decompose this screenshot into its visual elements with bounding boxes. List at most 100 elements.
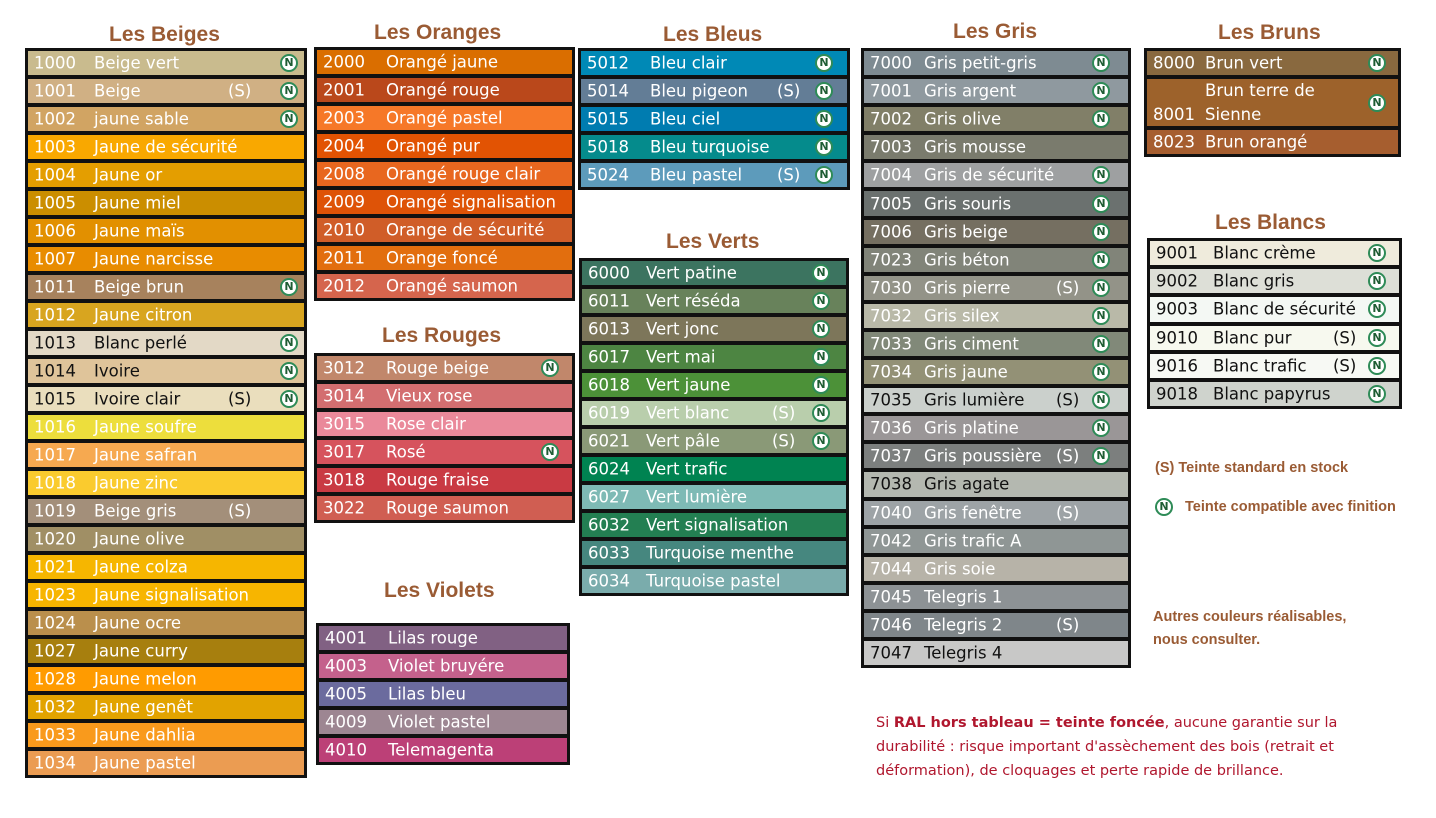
color-name: Violet bruyére <box>388 656 505 676</box>
color-name: Brun vert <box>1205 53 1283 73</box>
color-name: Lilas bleu <box>388 684 466 704</box>
color-row: 8023 Brun orangé <box>1147 130 1398 154</box>
finish-badge-icon: N <box>1092 222 1110 241</box>
color-name: Bleu clair <box>650 53 727 73</box>
color-code: 6017 <box>588 347 630 367</box>
color-code: 2001 <box>323 80 365 100</box>
color-name: Jaune maïs <box>94 221 185 241</box>
color-row: 7036 Gris platine N <box>864 416 1128 441</box>
color-name: Jaune ocre <box>94 613 182 633</box>
color-row: 5015 Bleu ciel N <box>581 107 847 131</box>
finish-badge-icon: N <box>1092 391 1110 410</box>
color-code: 4003 <box>325 656 367 676</box>
color-row: 6013 Vert jonc N <box>582 317 846 341</box>
color-name: Telemagenta <box>388 740 495 760</box>
color-row: 7045 Telegris 1 <box>864 584 1128 609</box>
color-name: Gris ciment <box>924 334 1019 354</box>
color-code: 1034 <box>34 753 76 773</box>
color-row: 1013 Blanc perlé N <box>28 331 304 355</box>
color-row: 1034 Jaune pastel <box>28 751 304 775</box>
color-name: Blanc gris <box>1213 271 1295 291</box>
finish-badge-icon: N <box>1092 194 1110 213</box>
color-code: 1033 <box>34 725 76 745</box>
color-row: 6019 Vert blanc (S) N <box>582 401 846 425</box>
color-row: 7034 Gris jaune N <box>864 360 1128 385</box>
stock-mark: (S) <box>1056 446 1080 466</box>
color-code: 7046 <box>870 615 912 635</box>
color-row: 1015 Ivoire clair (S) N <box>28 387 304 411</box>
finish-badge-icon: N <box>812 404 830 422</box>
color-row: 9018 Blanc papyrus N <box>1150 381 1399 407</box>
legend-other-line1: Autres couleurs réalisables, <box>1153 609 1347 625</box>
color-code: 7000 <box>870 53 912 73</box>
color-code: 1011 <box>34 277 76 297</box>
color-code: 1027 <box>34 641 76 661</box>
group-title: Les Blancs <box>1215 211 1326 234</box>
color-name: Gris souris <box>924 194 1012 214</box>
color-name: Vert jonc <box>646 319 719 339</box>
color-name: Jaune pastel <box>94 753 196 773</box>
color-row: 1024 Jaune ocre <box>28 611 304 635</box>
color-list: 6000 Vert patine N 6011 Vert réséda N 6013 Vert… <box>579 258 849 596</box>
color-name: Rouge fraise <box>386 470 490 490</box>
warning-note: Si RAL hors tableau = teinte foncée, auc… <box>876 711 1396 783</box>
color-row: 3018 Rouge fraise <box>317 468 572 492</box>
color-name: Orange foncé <box>386 248 498 268</box>
group-title: Les Verts <box>666 230 760 253</box>
color-name: Jaune melon <box>94 669 197 689</box>
color-code: 7005 <box>870 194 912 214</box>
color-name: Jaune dahlia <box>94 725 196 745</box>
finish-badge-icon: N <box>1092 54 1110 73</box>
color-code: 7036 <box>870 418 912 438</box>
color-list: 2000 Orangé jaune 2001 Orangé rouge 2003 Oran… <box>314 47 575 301</box>
color-name: Vieux rose <box>386 386 473 406</box>
color-row: 6017 Vert mai N <box>582 345 846 369</box>
finish-badge-icon: N <box>280 110 298 128</box>
color-row: 7030 Gris pierre (S) N <box>864 275 1128 300</box>
stock-mark: (S) <box>1056 615 1080 635</box>
color-code: 9010 <box>1156 328 1198 348</box>
color-row: 1023 Jaune signalisation <box>28 583 304 607</box>
color-code: 1001 <box>34 81 76 101</box>
color-row: 7042 Gris trafic A <box>864 528 1128 553</box>
color-code: 6018 <box>588 375 630 395</box>
color-name: Jaune narcisse <box>94 249 214 269</box>
finish-badge-icon: N <box>1368 328 1386 347</box>
color-name: Orangé pur <box>386 136 480 156</box>
finish-badge-icon: N <box>1092 250 1110 269</box>
color-row: 7005 Gris souris N <box>864 191 1128 216</box>
color-name: Gris petit-gris <box>924 53 1037 73</box>
color-name: Orangé rouge <box>386 80 500 100</box>
color-list: 4001 Lilas rouge 4003 Violet bruyére 4005 Lil… <box>316 623 570 765</box>
color-name: Rouge saumon <box>386 498 509 518</box>
color-code: 7034 <box>870 362 912 382</box>
color-code: 1006 <box>34 221 76 241</box>
color-row: 4005 Lilas bleu <box>319 682 567 706</box>
color-code: 1021 <box>34 557 76 577</box>
color-code: 5024 <box>587 165 629 185</box>
color-name: Gris platine <box>924 418 1019 438</box>
color-row: 7000 Gris petit-gris N <box>864 51 1128 76</box>
color-row: 3012 Rouge beige N <box>317 356 572 380</box>
color-name: Brun orangé <box>1205 132 1308 152</box>
finish-badge-icon: N <box>280 362 298 380</box>
color-row: 4010 Telemagenta <box>319 738 567 762</box>
color-code: 3015 <box>323 414 365 434</box>
color-name: Ivoire <box>94 361 140 381</box>
color-code: 2008 <box>323 164 365 184</box>
color-row: 7033 Gris ciment N <box>864 331 1128 357</box>
color-row: 6034 Turquoise pastel <box>582 569 846 593</box>
color-name: Telegris 2 <box>924 615 1003 635</box>
color-row: 6027 Vert lumière <box>582 485 846 509</box>
color-code: 1017 <box>34 445 76 465</box>
color-name: Gris agate <box>924 474 1010 494</box>
color-code: 7033 <box>870 334 912 354</box>
group-title: Les Violets <box>384 579 495 602</box>
color-row: 5012 Bleu clair N <box>581 51 847 75</box>
finish-badge-icon: N <box>1092 166 1110 185</box>
color-name: Jaune citron <box>94 305 193 325</box>
color-code: 7035 <box>870 390 912 410</box>
color-code: 1016 <box>34 417 76 437</box>
stock-mark: (S) <box>1333 328 1357 348</box>
color-code: 2000 <box>323 52 365 72</box>
